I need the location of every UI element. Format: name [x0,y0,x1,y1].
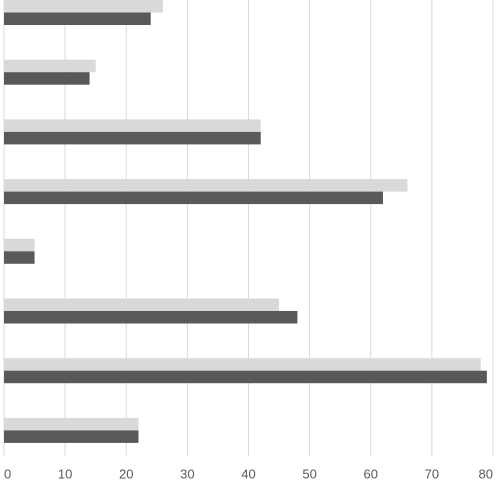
x-tick-label: 0 [4,466,11,481]
x-tick-label: 30 [180,466,194,481]
bar [4,0,163,13]
x-tick-label: 40 [241,466,255,481]
bar [4,311,298,324]
bar [4,12,151,25]
x-tick-label: 80 [479,466,493,481]
bar [4,417,139,431]
bar [4,131,261,145]
bar [4,430,139,443]
bar [4,72,90,85]
x-tick-label: 60 [364,466,378,481]
x-tick-label: 50 [302,466,316,481]
bar [4,298,280,311]
x-tick-label: 20 [119,466,133,481]
bar [4,238,35,252]
x-tick-label: 70 [425,466,439,481]
bar [4,370,487,384]
bar [4,251,35,264]
bar [4,191,383,205]
bar [4,179,408,192]
bar [4,119,261,132]
bar [4,59,96,73]
bar [4,358,481,371]
x-tick-label: 10 [58,466,72,481]
